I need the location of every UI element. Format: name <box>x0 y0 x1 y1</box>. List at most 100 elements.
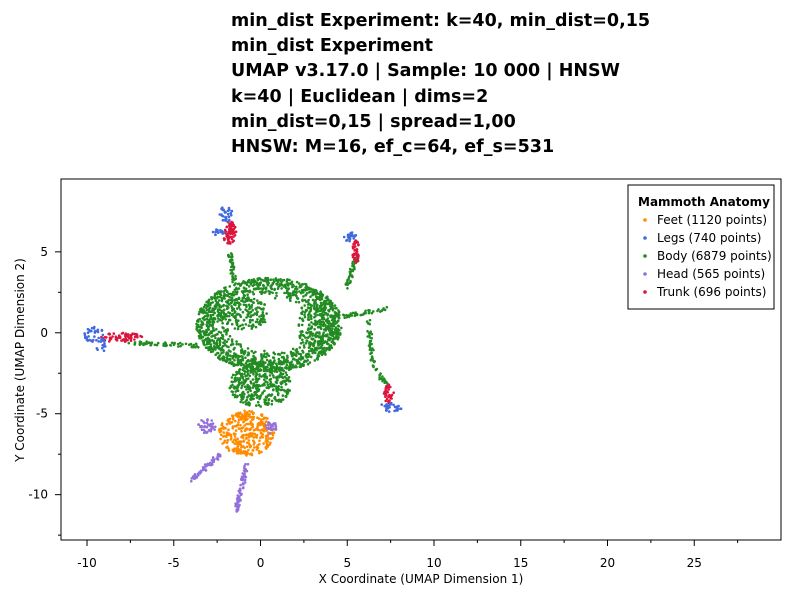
point-body <box>243 385 247 389</box>
point-body <box>228 386 232 390</box>
point-head <box>197 423 200 426</box>
point-body <box>318 292 321 296</box>
point-trunk <box>232 239 235 243</box>
point-trunk <box>353 249 357 252</box>
point-body <box>231 278 234 281</box>
point-body <box>318 346 322 350</box>
point-body <box>284 382 288 386</box>
point-head <box>208 428 211 432</box>
point-body <box>300 307 304 310</box>
point-body <box>235 298 239 302</box>
point-body <box>295 294 298 298</box>
point-body <box>326 317 330 320</box>
point-head <box>207 463 210 466</box>
point-body <box>316 313 319 317</box>
point-body <box>170 341 174 345</box>
point-body <box>271 356 275 359</box>
point-body <box>230 322 234 326</box>
point-body <box>314 319 317 323</box>
point-head <box>243 464 246 468</box>
point-body <box>253 312 257 315</box>
point-head <box>240 478 243 482</box>
point-body <box>302 344 306 347</box>
point-body <box>231 380 234 384</box>
point-body <box>320 292 323 296</box>
point-body <box>291 354 294 358</box>
point-body <box>351 262 354 265</box>
point-body <box>249 315 252 319</box>
point-body <box>254 375 257 379</box>
point-body <box>239 400 242 404</box>
point-body <box>266 283 270 287</box>
point-body <box>233 359 236 362</box>
point-head <box>274 425 278 429</box>
point-legs <box>92 338 95 342</box>
point-body <box>262 367 266 371</box>
point-body <box>235 342 238 346</box>
point-body <box>318 335 322 339</box>
point-body <box>254 325 258 329</box>
point-body <box>250 397 253 401</box>
point-body <box>368 346 372 349</box>
point-trunk <box>120 339 123 342</box>
point-trunk <box>383 390 386 394</box>
point-body <box>319 290 322 294</box>
point-body <box>250 349 254 353</box>
point-body <box>276 393 280 397</box>
point-body <box>234 303 237 307</box>
point-body <box>269 371 272 374</box>
point-body <box>209 343 213 346</box>
point-feet <box>271 433 275 437</box>
point-body <box>250 324 253 328</box>
point-body <box>273 366 277 370</box>
point-body <box>241 401 245 404</box>
point-head <box>203 425 207 429</box>
point-body <box>242 363 245 367</box>
point-body <box>241 376 244 380</box>
point-body <box>217 347 221 351</box>
point-legs <box>390 402 393 406</box>
point-body <box>210 310 214 314</box>
point-body <box>198 310 201 314</box>
point-body <box>275 364 279 368</box>
point-body <box>271 388 275 392</box>
point-body <box>293 291 296 294</box>
point-body <box>156 341 160 345</box>
point-feet <box>225 446 228 449</box>
legend-marker <box>643 272 647 276</box>
point-feet <box>236 423 239 427</box>
title-line-5: min_dist=0,15 | spread=1,00 <box>231 111 516 132</box>
point-body <box>320 337 323 341</box>
point-feet <box>251 449 255 452</box>
point-body <box>252 373 255 376</box>
point-body <box>205 328 208 332</box>
point-head <box>206 418 209 421</box>
point-body <box>311 343 315 347</box>
point-feet <box>247 439 251 442</box>
point-body <box>251 284 255 288</box>
point-body <box>348 267 352 271</box>
point-body <box>336 335 340 339</box>
point-body <box>330 314 333 317</box>
point-body <box>213 346 217 349</box>
point-body <box>243 365 247 369</box>
point-trunk <box>121 331 125 335</box>
point-body <box>273 370 277 373</box>
point-body <box>327 342 330 346</box>
point-body <box>231 357 235 360</box>
point-body <box>319 301 323 305</box>
point-body <box>197 312 201 316</box>
point-body <box>282 355 285 359</box>
point-body <box>225 345 229 348</box>
point-body <box>383 308 387 312</box>
point-body <box>248 363 251 366</box>
point-body <box>236 290 239 294</box>
point-body <box>286 388 290 392</box>
point-body <box>309 341 313 345</box>
point-body <box>243 372 246 376</box>
point-body <box>318 297 321 301</box>
point-body <box>313 292 317 296</box>
point-feet <box>246 422 250 426</box>
point-body <box>304 293 308 297</box>
